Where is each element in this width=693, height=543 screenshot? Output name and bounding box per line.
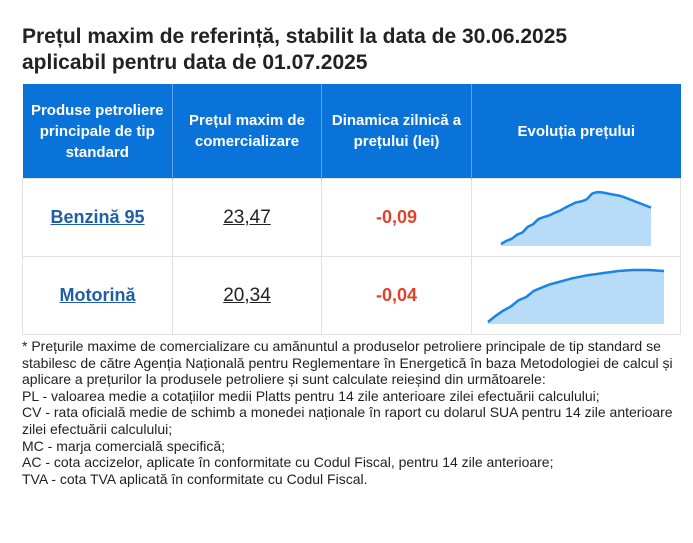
change-cell: -0,04 — [321, 256, 472, 335]
footnote-intro: * Prețurile maxime de comercializare cu … — [22, 338, 673, 388]
title-line-1: Prețul maxim de referință, stabilit la d… — [22, 25, 568, 48]
header-max-price: Prețul maxim de comercializare — [172, 84, 322, 179]
product-link-motorina[interactable]: Motorină — [59, 285, 136, 305]
change-cell: -0,09 — [321, 178, 472, 257]
daily-change-value: -0,09 — [375, 207, 418, 227]
page-title: Prețul maxim de referință, stabilit la d… — [22, 24, 672, 76]
price-value[interactable]: 23,47 — [223, 206, 271, 228]
footnote: * Prețurile maxime de comercializare cu … — [22, 338, 682, 487]
sparkline-line — [487, 268, 665, 323]
sparkline-cell — [471, 256, 681, 335]
sparkline-area — [488, 269, 664, 324]
price-cell: 23,47 — [172, 178, 322, 257]
product-cell: Motorină — [22, 256, 173, 335]
sparkline-line — [500, 190, 652, 245]
footnote-cv: CV - rata oficială medie de schimb a mon… — [22, 404, 673, 437]
price-sparkline-benzina-95 — [500, 190, 652, 246]
table-row: Motorină 20,34 -0,04 — [22, 256, 681, 335]
price-table: Produse petroliere principale de tip sta… — [22, 84, 681, 335]
title-line-2: aplicabil pentru data de 01.07.2025 — [22, 51, 368, 74]
product-cell: Benzină 95 — [22, 178, 173, 257]
sparkline-area — [501, 191, 651, 246]
price-sparkline-motorina — [487, 268, 665, 324]
product-link-benzina-95[interactable]: Benzină 95 — [50, 207, 145, 227]
table-header-row: Produse petroliere principale de tip sta… — [22, 84, 681, 179]
price-cell: 20,34 — [172, 256, 322, 335]
header-products: Produse petroliere principale de tip sta… — [22, 84, 173, 179]
footnote-mc: MC - marja comercială specifică; — [22, 437, 226, 454]
header-price-evolution: Evoluția prețului — [471, 84, 681, 179]
table-row: Benzină 95 23,47 -0,09 — [22, 178, 681, 257]
footnote-ac: AC - cota accizelor, aplicate în conform… — [22, 454, 554, 471]
footnote-pl: PL - valoarea medie a cotațiilor medii P… — [22, 387, 600, 404]
price-value[interactable]: 20,34 — [223, 284, 271, 306]
sparkline-cell — [471, 178, 681, 257]
daily-change-value: -0,04 — [375, 285, 418, 305]
header-daily-change: Dinamica zilnică a prețului (lei) — [321, 84, 472, 179]
footnote-tva: TVA - cota TVA aplicată în conformitate … — [22, 470, 368, 487]
